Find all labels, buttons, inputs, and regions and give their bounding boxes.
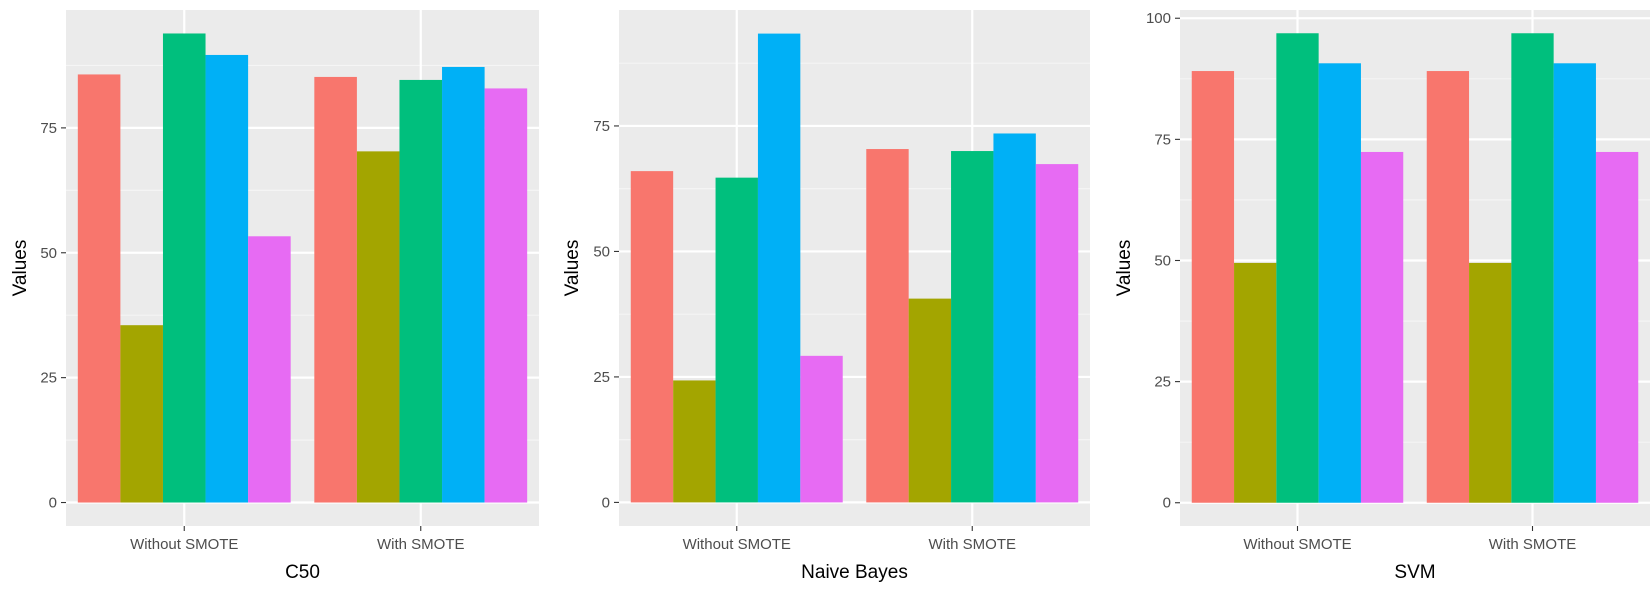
bar-series-1-with-smote [314, 76, 357, 503]
bar-series-3-with-smote [1511, 33, 1554, 503]
bar-series-3-without-smote [715, 177, 758, 503]
bar-series-5-with-smote [484, 88, 528, 503]
y-tick-label: 25 [593, 369, 610, 386]
y-axis-title: Values [10, 240, 31, 297]
bar-series-2-without-smote [120, 325, 163, 503]
bar-series-1-without-smote [630, 171, 674, 503]
x-tick-label: Without SMOTE [683, 536, 791, 553]
y-tick-label: 25 [1154, 374, 1171, 391]
x-tick-label: Without SMOTE [1243, 536, 1351, 553]
chart-panel-1: 0 25 50 75 Without SMOTE With SMOTE C50 Values [10, 10, 539, 583]
y-axis-title: Values [1114, 240, 1135, 297]
bar-series-1-with-smote [1426, 71, 1470, 503]
bar-series-4-without-smote [1318, 63, 1361, 503]
y-tick-label: 75 [593, 118, 610, 135]
chart-panel-2: 0 25 50 75 Without SMOTE With SMOTE Naive Baye… [562, 10, 1090, 583]
y-tick-label: 75 [1154, 131, 1171, 148]
bar-series-5-without-smote [248, 236, 291, 503]
y-tick-label: 25 [40, 370, 57, 387]
bar-series-3-without-smote [162, 33, 206, 503]
bar-series-3-with-smote [399, 79, 443, 503]
bar-series-3-with-smote [951, 151, 994, 503]
y-tick-label: 0 [602, 494, 610, 511]
bar-series-4-with-smote [1553, 63, 1596, 503]
y-tick-label: 50 [593, 243, 610, 260]
y-axis-title: Values [562, 240, 583, 297]
bar-series-3-without-smote [1276, 33, 1319, 503]
bar-series-1-without-smote [77, 74, 121, 503]
y-tick-label: 75 [40, 120, 57, 137]
bar-series-1-with-smote [866, 149, 909, 503]
bar-series-4-without-smote [757, 33, 801, 503]
x-axis-title: Naive Bayes [801, 562, 908, 583]
y-tick-label: 100 [1146, 10, 1171, 27]
bar-series-2-with-smote [1469, 262, 1512, 503]
y-tick-label: 0 [1163, 495, 1171, 512]
x-tick-label: With SMOTE [1489, 536, 1577, 553]
x-axis-title: C50 [285, 562, 320, 583]
bar-series-5-without-smote [1360, 151, 1404, 503]
bar-series-4-with-smote [442, 66, 485, 503]
bar-series-5-with-smote [1035, 164, 1079, 503]
y-tick-label: 50 [40, 245, 57, 262]
bar-series-2-without-smote [1234, 262, 1277, 503]
bar-series-1-without-smote [1191, 71, 1235, 503]
y-tick-label: 50 [1154, 252, 1171, 269]
x-axis-title: SVM [1394, 562, 1435, 583]
bar-series-5-with-smote [1595, 151, 1639, 503]
bar-series-2-with-smote [908, 298, 952, 503]
bar-series-4-with-smote [993, 133, 1036, 503]
chart-panel-3: 0 25 50 75 100 Without SMOTE With SMOTE SVM Valu… [1114, 10, 1650, 583]
bar-series-4-without-smote [205, 54, 249, 503]
x-tick-label: With SMOTE [928, 536, 1016, 553]
x-tick-label: Without SMOTE [130, 536, 238, 553]
bar-series-2-with-smote [356, 151, 400, 503]
x-tick-label: With SMOTE [377, 536, 465, 553]
bar-series-5-without-smote [800, 355, 843, 503]
y-tick-label: 0 [49, 495, 57, 512]
bar-series-2-without-smote [673, 380, 716, 503]
